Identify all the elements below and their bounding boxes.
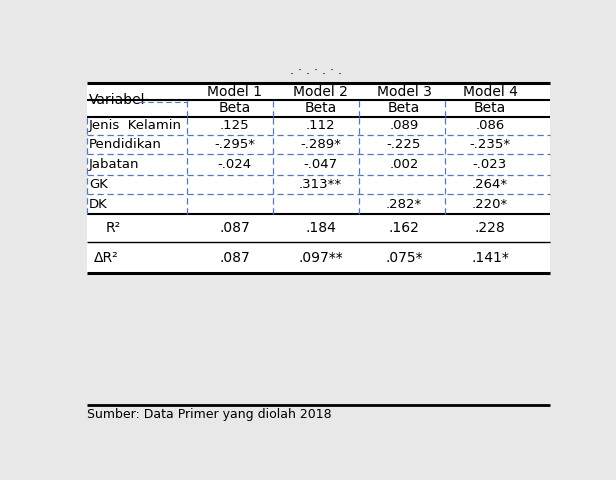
Text: Model 4: Model 4 — [463, 85, 517, 99]
Text: Pendidikan: Pendidikan — [89, 138, 162, 151]
Text: .089: .089 — [389, 120, 419, 132]
Text: .075*: .075* — [385, 251, 423, 264]
Text: -.023: -.023 — [473, 158, 507, 171]
Text: .162: .162 — [389, 221, 419, 235]
Text: .141*: .141* — [471, 251, 509, 264]
Text: Sumber: Data Primer yang diolah 2018: Sumber: Data Primer yang diolah 2018 — [86, 408, 331, 421]
Text: -.295*: -.295* — [214, 138, 255, 151]
Text: .087: .087 — [219, 251, 250, 264]
Text: -.289*: -.289* — [300, 138, 341, 151]
Text: .002: .002 — [389, 158, 419, 171]
Text: .313**: .313** — [299, 178, 342, 191]
Text: Beta: Beta — [474, 101, 506, 115]
Text: .184: .184 — [305, 221, 336, 235]
Text: .125: .125 — [220, 120, 249, 132]
Text: Jabatan: Jabatan — [89, 158, 139, 171]
Text: Model 1: Model 1 — [207, 85, 262, 99]
Text: ΔR²: ΔR² — [94, 251, 118, 264]
Text: Model 3: Model 3 — [376, 85, 431, 99]
Text: -.235*: -.235* — [469, 138, 511, 151]
Text: .282*: .282* — [386, 198, 422, 211]
Text: .112: .112 — [306, 120, 335, 132]
Text: DK: DK — [89, 198, 108, 211]
Text: .220*: .220* — [472, 198, 508, 211]
Text: .086: .086 — [476, 120, 505, 132]
Text: .228: .228 — [474, 221, 505, 235]
Text: . · . · . · .: . · . · . · . — [290, 64, 342, 77]
Text: Beta: Beta — [219, 101, 251, 115]
Text: Model 2: Model 2 — [293, 85, 348, 99]
Text: -.024: -.024 — [217, 158, 251, 171]
Text: Jenis  Kelamin: Jenis Kelamin — [89, 120, 182, 132]
Text: -.225: -.225 — [387, 138, 421, 151]
Text: GK: GK — [89, 178, 108, 191]
Text: .087: .087 — [219, 221, 250, 235]
Text: .097**: .097** — [298, 251, 343, 264]
Text: R²: R² — [106, 221, 121, 235]
Text: -.047: -.047 — [304, 158, 338, 171]
Text: Beta: Beta — [388, 101, 420, 115]
Text: Beta: Beta — [304, 101, 336, 115]
Text: .264*: .264* — [472, 178, 508, 191]
Text: Variabel: Variabel — [89, 93, 145, 107]
